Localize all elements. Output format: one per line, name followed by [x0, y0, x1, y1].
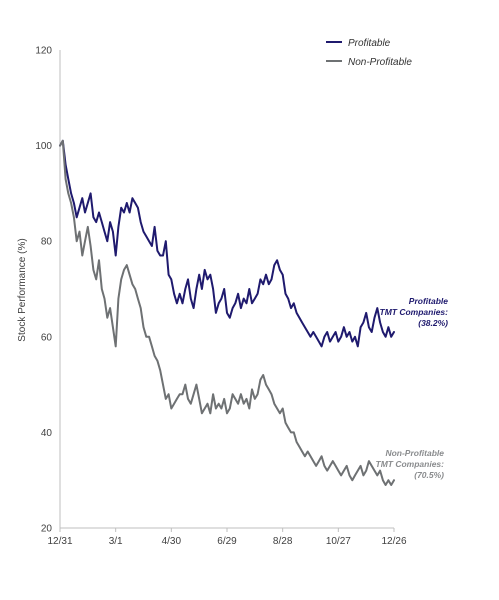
x-tick-label: 12/31 [47, 536, 72, 547]
x-tick-label: 4/30 [162, 536, 182, 547]
y-tick-label: 100 [35, 141, 52, 152]
x-tick-label: 8/28 [273, 536, 293, 547]
plot-lines [59, 139, 395, 486]
legend: Profitable Non-Profitable [326, 38, 412, 68]
legend-label-non-profitable: Non-Profitable [348, 57, 412, 68]
annotation-profitable-line-2: TMT Companies: [380, 307, 449, 317]
x-tick-label: 3/1 [109, 536, 123, 547]
legend-label-profitable: Profitable [348, 38, 391, 49]
x-tick-label: 10/27 [326, 536, 351, 547]
y-tick-label: 80 [41, 237, 53, 248]
annotation-profitable-line-3: (38.2%) [418, 318, 448, 328]
annotation-non-profitable-line-2: TMT Companies: [376, 459, 445, 469]
x-axis: 12/31 3/1 4/30 6/29 8/28 10/27 12/26 [47, 527, 407, 547]
y-tick-label: 20 [41, 524, 53, 535]
x-tick-label: 12/26 [381, 536, 406, 547]
y-tick-label: 120 [35, 46, 52, 57]
annotation-profitable-line-1: Profitable [409, 296, 448, 306]
annotation-non-profitable: Non-Profitable TMT Companies: (70.5%) [376, 448, 445, 480]
annotation-profitable: Profitable TMT Companies: (38.2%) [380, 296, 449, 328]
y-tick-label: 60 [41, 332, 53, 343]
y-axis-label: Stock Performance (%) [17, 238, 28, 341]
series-line-non-profitable [59, 139, 395, 486]
annotation-non-profitable-line-3: (70.5%) [414, 470, 444, 480]
y-tick-label: 40 [41, 428, 53, 439]
series-line-profitable [59, 139, 395, 348]
y-axis: 20 40 60 80 100 120 [35, 46, 61, 535]
x-tick-label: 6/29 [217, 536, 237, 547]
annotation-non-profitable-line-1: Non-Profitable [385, 448, 444, 458]
